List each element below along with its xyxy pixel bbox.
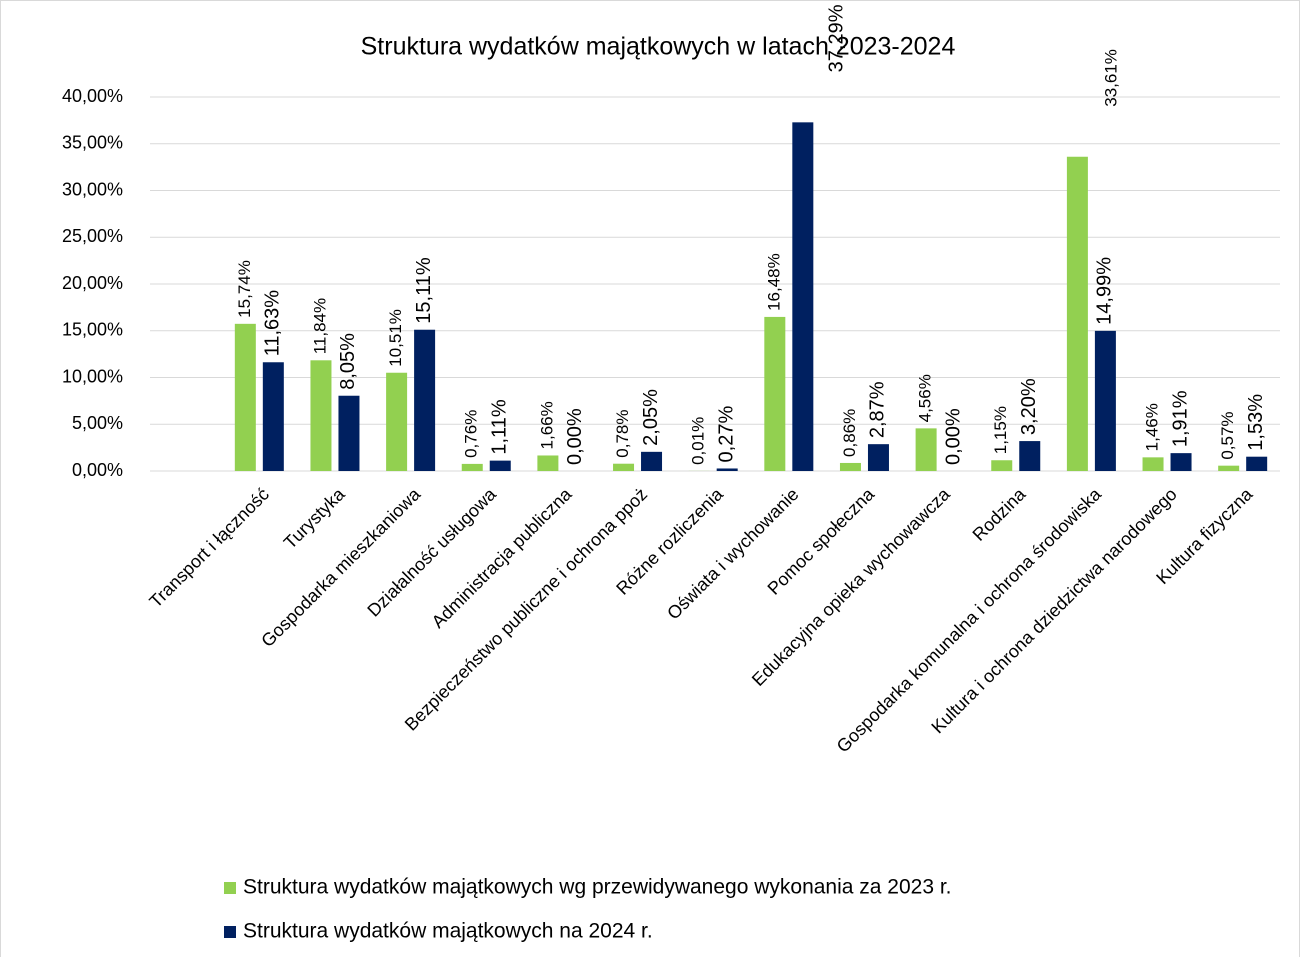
data-label: 33,61% (1101, 49, 1120, 107)
data-label: 11,84% (310, 298, 329, 354)
y-tick-label: 5,00% (72, 413, 123, 433)
data-label: 2,87% (867, 381, 889, 438)
y-tick-label: 20,00% (62, 273, 123, 293)
bar (489, 460, 511, 471)
data-label: 1,46% (1143, 403, 1162, 451)
data-label: 0,01% (689, 417, 708, 465)
y-tick-label: 35,00% (62, 133, 123, 153)
bar (641, 451, 663, 471)
data-label: 0,00% (942, 408, 964, 465)
bar (461, 463, 483, 471)
data-label: 10,51% (386, 309, 405, 367)
data-label: 15,74% (235, 260, 254, 318)
data-label: 1,91% (1169, 390, 1191, 447)
bar (1094, 330, 1116, 471)
bar (915, 428, 937, 471)
data-label: 0,78% (613, 410, 632, 458)
data-label: 2,05% (640, 389, 662, 446)
data-label: 15,11% (413, 257, 435, 324)
y-tick-label: 30,00% (62, 179, 123, 199)
data-label: 0,27% (715, 406, 737, 463)
bar (1142, 457, 1164, 471)
data-label: 0,57% (1218, 411, 1237, 459)
bar (262, 362, 284, 471)
y-tick-label: 15,00% (62, 320, 123, 340)
y-tick-label: 10,00% (62, 366, 123, 386)
legend-swatch (224, 926, 236, 938)
bar (310, 360, 332, 471)
bar (234, 323, 256, 471)
bar (792, 122, 814, 471)
data-label: 0,86% (840, 409, 859, 457)
legend-swatch (224, 882, 236, 894)
bar (386, 372, 408, 471)
legend-label: Struktura wydatków majątkowych na 2024 r… (243, 920, 653, 943)
data-label: 11,63% (262, 290, 284, 357)
bar (764, 316, 786, 471)
bar (991, 460, 1013, 471)
data-label: 14,99% (1094, 257, 1116, 325)
bar (613, 463, 635, 471)
bar (338, 395, 360, 471)
bar (1019, 441, 1041, 471)
data-label: 1,15% (991, 406, 1010, 454)
y-tick-label: 40,00% (62, 86, 123, 106)
bar (1246, 456, 1268, 471)
chart-title: Struktura wydatków majątkowych w latach … (361, 33, 956, 61)
data-label: 16,48% (764, 253, 783, 311)
y-tick-label: 25,00% (62, 226, 123, 246)
bar (1066, 156, 1088, 471)
bar (1170, 453, 1192, 471)
data-label: 37,29% (826, 4, 848, 72)
bar (716, 468, 738, 471)
data-label: 4,56% (916, 374, 935, 422)
data-label: 1,11% (489, 399, 511, 454)
data-label: 1,66% (537, 401, 556, 449)
data-label: 0,00% (564, 408, 586, 465)
data-label: 8,05% (337, 333, 359, 390)
y-tick-label: 0,00% (72, 460, 123, 480)
bar (537, 455, 559, 471)
bar (1218, 465, 1240, 471)
data-label: 0,76% (462, 410, 481, 458)
data-label: 3,20% (1018, 378, 1040, 435)
data-label: 1,53% (1245, 394, 1267, 451)
legend-label: Struktura wydatków majątkowych wg przewi… (243, 876, 952, 899)
bar (839, 462, 861, 471)
bar (414, 329, 436, 471)
bar (867, 444, 889, 471)
